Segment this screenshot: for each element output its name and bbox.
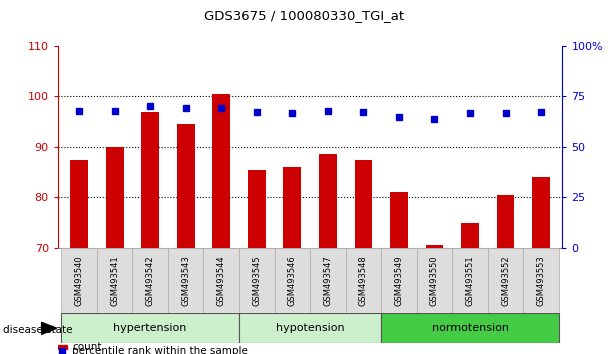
FancyBboxPatch shape [61,313,239,343]
Text: count: count [72,342,102,352]
Text: normotension: normotension [432,323,508,333]
FancyBboxPatch shape [523,248,559,313]
Bar [141,112,159,248]
FancyBboxPatch shape [97,248,133,313]
Text: percentile rank within the sample: percentile rank within the sample [72,346,248,354]
Text: GSM493543: GSM493543 [181,255,190,306]
Text: GSM493550: GSM493550 [430,255,439,306]
Bar [390,192,408,248]
Text: GSM493540: GSM493540 [75,255,83,306]
Bar [58,345,67,349]
Text: GSM493552: GSM493552 [501,255,510,306]
Text: GSM493542: GSM493542 [146,255,154,306]
Bar [354,160,372,248]
Text: GSM493553: GSM493553 [537,255,545,306]
FancyBboxPatch shape [204,248,239,313]
Text: GSM493545: GSM493545 [252,255,261,306]
FancyBboxPatch shape [168,248,204,313]
FancyBboxPatch shape [452,248,488,313]
FancyBboxPatch shape [381,248,416,313]
Text: GSM493547: GSM493547 [323,255,333,306]
FancyBboxPatch shape [239,248,275,313]
FancyBboxPatch shape [239,313,381,343]
Bar [532,177,550,248]
FancyBboxPatch shape [416,248,452,313]
Bar [426,245,443,248]
Bar [70,160,88,248]
Bar [106,147,123,248]
Text: GSM493551: GSM493551 [466,255,474,306]
Polygon shape [41,322,57,334]
Bar [461,223,479,248]
FancyBboxPatch shape [275,248,310,313]
Text: disease state: disease state [3,325,72,335]
Text: hypotension: hypotension [276,323,344,333]
Text: GSM493548: GSM493548 [359,255,368,306]
FancyBboxPatch shape [381,313,559,343]
Bar [497,195,514,248]
Bar [283,167,301,248]
Text: hypertension: hypertension [114,323,187,333]
Bar [212,94,230,248]
FancyBboxPatch shape [310,248,345,313]
FancyBboxPatch shape [61,248,97,313]
FancyBboxPatch shape [133,248,168,313]
Text: GDS3675 / 100080330_TGI_at: GDS3675 / 100080330_TGI_at [204,9,404,22]
Bar [177,124,195,248]
FancyBboxPatch shape [345,248,381,313]
Text: GSM493544: GSM493544 [216,255,226,306]
Text: GSM493546: GSM493546 [288,255,297,306]
Text: GSM493549: GSM493549 [395,255,404,306]
Text: GSM493541: GSM493541 [110,255,119,306]
Bar [248,170,266,248]
FancyBboxPatch shape [488,248,523,313]
Bar [319,154,337,248]
